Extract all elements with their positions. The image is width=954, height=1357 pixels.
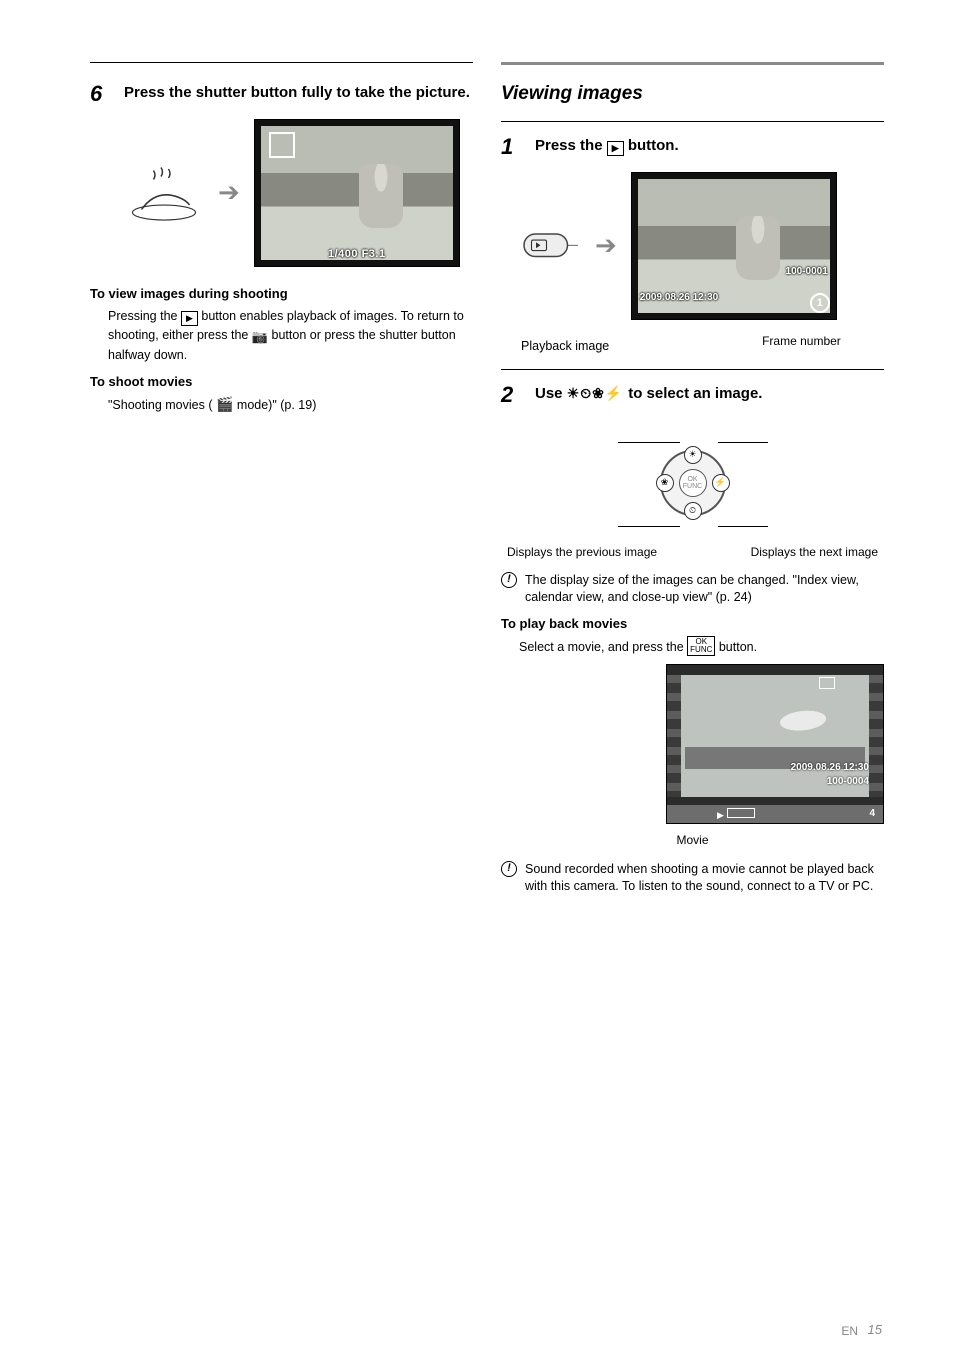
overlay-frame-number: 4 <box>869 807 875 821</box>
note-icon <box>501 861 517 877</box>
note-text: Sound recorded when shooting a movie can… <box>525 861 884 896</box>
macro-icon <box>592 385 605 401</box>
subhead-view-during-shooting: To view images during shooting <box>90 285 473 303</box>
camera-icon <box>252 328 268 347</box>
text: Use <box>535 385 567 402</box>
page-number: 15 <box>868 1321 882 1339</box>
leader-line <box>618 442 680 443</box>
exposure-comp-icon <box>567 385 581 401</box>
divider-thick <box>501 62 884 65</box>
view-during-shooting-text: Pressing the button enables playback of … <box>108 307 473 365</box>
overlay-date: 2009.08.26 12:30 <box>640 291 718 305</box>
self-timer-icon <box>580 385 592 401</box>
note-text: The display size of the images can be ch… <box>525 572 884 607</box>
note-icon <box>501 572 517 588</box>
step-title: Press the shutter button fully to take t… <box>124 83 473 105</box>
arrow-pad-icons <box>567 385 629 401</box>
leader-line <box>718 526 768 527</box>
dpad-right-icon <box>712 474 730 492</box>
caption-prev: Displays the previous image <box>507 544 657 560</box>
ok-func-button-icon: OKFUNC <box>679 469 707 497</box>
lang-label: EN <box>841 1323 858 1339</box>
note-sound: Sound recorded when shooting a movie can… <box>501 861 884 896</box>
step-title: Press the button. <box>535 136 884 158</box>
text: Select a movie, and press the <box>519 640 687 654</box>
right-column: Viewing images 1 Press the button. ➔ <box>501 62 884 902</box>
lcd-review-screen: 1/400 F3.1 <box>254 119 460 267</box>
step-number: 6 <box>90 83 114 105</box>
af-target-mark <box>269 132 295 158</box>
progress-slot <box>727 808 755 818</box>
divider <box>501 121 884 122</box>
lcd-movie-screen: 2009.08.26 12:30 100-0004 4 <box>666 664 884 824</box>
step-1: 1 Press the button. <box>501 136 884 158</box>
step-2: 2 Use to select an image. <box>501 384 884 406</box>
step-number: 2 <box>501 384 525 406</box>
leader-line <box>718 442 768 443</box>
text: mode)" (p. 19) <box>237 398 316 412</box>
divider <box>90 62 473 63</box>
audio-icon <box>819 677 835 689</box>
overlay-file-number: 100-0001 <box>786 265 828 279</box>
text: to select an image. <box>628 385 762 402</box>
step-title: Use to select an image. <box>535 384 884 406</box>
playback-button-drawing <box>521 226 581 266</box>
play-indicator-icon <box>717 809 724 821</box>
section-title: Viewing images <box>501 81 884 107</box>
text: button. <box>628 137 679 154</box>
overlay-file-number: 100-0004 <box>827 775 869 789</box>
movie-caption: Movie <box>501 832 884 848</box>
lcd-playback-screen: 2009.08.26 12:30 100-0001 1 <box>631 172 837 320</box>
movie-mode-icon <box>216 394 233 414</box>
text: Press the <box>535 137 607 154</box>
lcd-wrapper: 2009.08.26 12:30 100-0001 1 Frame number <box>631 172 837 320</box>
frame-number-label: Frame number <box>762 333 841 349</box>
arrow-icon: ➔ <box>595 228 617 263</box>
dpad-left-icon <box>656 474 674 492</box>
playback-button-icon <box>181 311 198 326</box>
overlay-frame-number: 1 <box>810 293 830 313</box>
flash-icon <box>605 385 623 401</box>
dpad-captions: Displays the previous image Displays the… <box>507 544 878 560</box>
left-column: 6 Press the shutter button fully to take… <box>90 62 473 902</box>
ok-func-icon: OKFUNC <box>687 636 715 656</box>
shoot-movies-text: "Shooting movies ( mode)" (p. 19) <box>108 394 473 414</box>
divider <box>501 369 884 370</box>
figure-shutter-press: ➔ 1/400 F3.1 <box>124 119 473 267</box>
subhead-play-movies: To play back movies <box>501 615 884 633</box>
step-number: 1 <box>501 136 525 158</box>
overlay-bottom-bar: 4 <box>667 805 883 823</box>
dpad-up-icon <box>684 446 702 464</box>
play-movies-text: Select a movie, and press the OKFUNC but… <box>519 636 884 656</box>
caption-next: Displays the next image <box>751 544 878 560</box>
exposure-readout: 1/400 F3.1 <box>255 247 459 262</box>
note-display-size: The display size of the images can be ch… <box>501 572 884 607</box>
text: Pressing the <box>108 309 181 323</box>
bird-mock <box>778 702 841 738</box>
step-6: 6 Press the shutter button fully to take… <box>90 83 473 105</box>
overlay-date: 2009.08.26 12:30 <box>791 761 869 775</box>
playback-button-icon <box>607 141 624 156</box>
text: "Shooting movies ( <box>108 398 213 412</box>
dpad-down-icon <box>684 502 702 520</box>
leader-line <box>618 526 680 527</box>
text: button. <box>719 640 757 654</box>
figure-playback: ➔ 2009.08.26 12:30 100-0001 1 Frame numb… <box>521 172 884 320</box>
arrow-icon: ➔ <box>218 175 240 210</box>
shutter-press-drawing <box>124 163 204 223</box>
subhead-shoot-movies: To shoot movies <box>90 373 473 391</box>
figure-arrow-pad: OKFUNC <box>501 416 884 544</box>
